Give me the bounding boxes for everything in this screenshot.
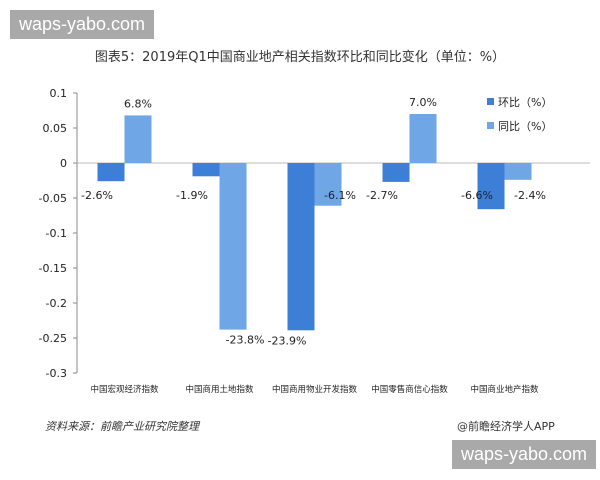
source-note: 资料来源：前瞻产业研究院整理 xyxy=(45,420,199,433)
data-label: -2.7% xyxy=(366,189,398,202)
chart-title: 图表5：2019年Q1中国商业地产相关指数环比和同比变化（单位：%） xyxy=(94,50,506,65)
data-label: 6.8% xyxy=(124,97,152,110)
legend-swatch xyxy=(487,122,494,129)
bar-mom xyxy=(192,163,220,177)
legend-swatch xyxy=(487,98,494,105)
bar-yoy xyxy=(409,114,437,163)
y-tick-label: -0.05 xyxy=(39,192,67,205)
bar-yoy xyxy=(124,115,152,163)
bar-mom xyxy=(97,163,125,182)
y-tick-label: 0.05 xyxy=(43,122,68,135)
watermark-top: waps-yabo.com xyxy=(10,10,155,39)
data-label: -23.8% xyxy=(226,334,265,347)
data-label: -1.9% xyxy=(176,189,208,202)
legend-label: 环比（%） xyxy=(498,96,552,109)
y-tick-label: -0.2 xyxy=(46,297,67,310)
legend-label: 同比（%） xyxy=(498,120,552,133)
bar-chart: 0.1 0.05 0 -0.05 -0.1 -0.15 -0.2 -0.25 -0.3 -2.6%… xyxy=(39,87,590,395)
bar-yoy xyxy=(504,163,532,180)
data-label: -6.6% xyxy=(461,189,493,202)
y-tick-label: -0.15 xyxy=(39,262,67,275)
bar-mom xyxy=(287,163,315,331)
y-tick-label: -0.3 xyxy=(46,367,67,380)
bar-yoy xyxy=(314,163,342,206)
x-tick-label: 中国商用土地指数 xyxy=(185,384,254,395)
x-tick-label: 中国商业地产指数 xyxy=(470,384,539,395)
x-tick-label: 中国零售商信心指数 xyxy=(371,384,448,395)
credit: @前瞻经济学人APP xyxy=(457,420,555,433)
bar-mom xyxy=(382,163,410,182)
x-tick-label: 中国商用物业开发指数 xyxy=(272,384,358,395)
y-tick-label: -0.25 xyxy=(39,332,67,345)
data-label: -2.4% xyxy=(514,189,546,202)
y-tick-label: 0 xyxy=(60,157,67,170)
y-tick-label: -0.1 xyxy=(46,227,67,240)
y-tick-label: 0.1 xyxy=(50,87,68,100)
watermark-bottom: waps-yabo.com xyxy=(452,440,597,469)
data-label: -23.9% xyxy=(268,334,307,347)
bar-yoy xyxy=(219,163,247,330)
data-label: 7.0% xyxy=(409,96,437,109)
x-tick-label: 中国宏观经济指数 xyxy=(90,384,159,395)
data-label: -2.6% xyxy=(81,189,113,202)
bar-mom xyxy=(477,163,505,210)
data-label: -6.1% xyxy=(324,189,356,202)
